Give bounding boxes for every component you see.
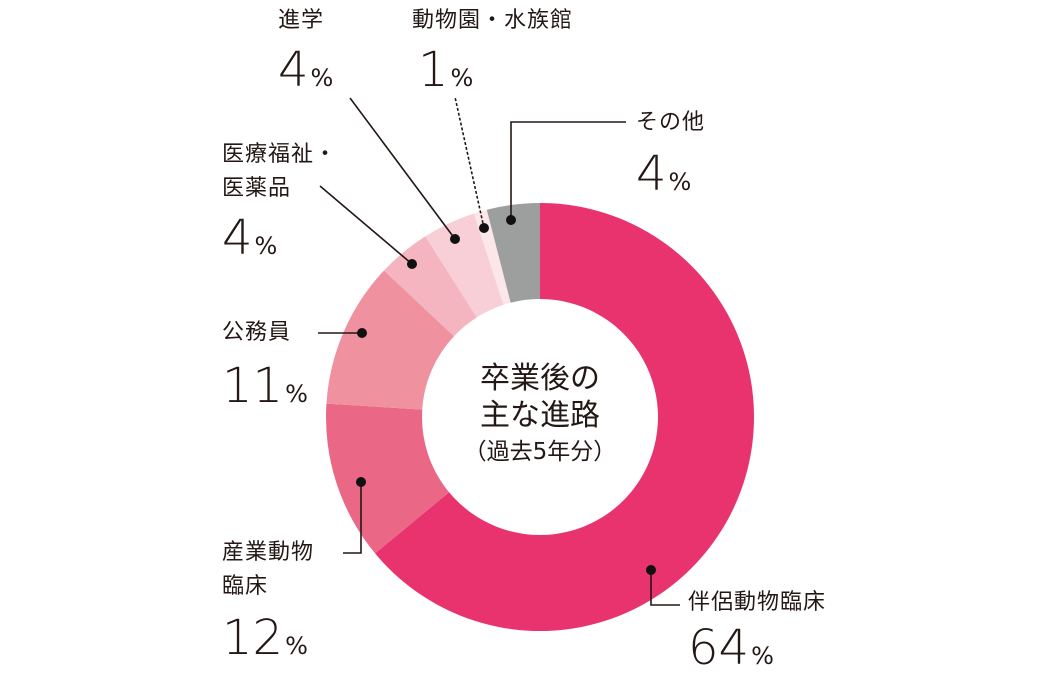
label-zoo-aquarium: 動物園・水族館 — [412, 8, 574, 33]
slice-3 — [384, 236, 477, 337]
pct-farm-animal: 12% — [222, 614, 308, 662]
leader-line-0 — [650, 570, 680, 606]
leader-line-1 — [343, 482, 362, 554]
slice-6 — [486, 203, 540, 303]
center-line-3: （過去5年分） — [463, 439, 617, 465]
pct-value: 4 — [222, 210, 253, 266]
pct-value: 12 — [222, 610, 284, 666]
pct-value: 4 — [636, 146, 667, 202]
label-companion-animal: 伴侶動物臨床 — [688, 590, 827, 615]
leader-line-5 — [454, 96, 485, 229]
pct-further-study: 4% — [278, 46, 333, 94]
leader-line-6 — [510, 121, 626, 220]
pct-unit: % — [285, 380, 308, 408]
pct-unit: % — [310, 64, 334, 92]
label-other: その他 — [636, 110, 706, 135]
center-title: 卒業後の 主な進路 （過去5年分） — [440, 360, 640, 471]
slice-5 — [473, 209, 511, 305]
slice-1 — [325, 403, 450, 554]
pct-other: 4% — [636, 150, 691, 198]
label-medical-2: 医薬品 — [222, 176, 292, 201]
pct-value: 4 — [278, 42, 309, 98]
label-medical-1: 医療福祉・ — [222, 142, 338, 167]
label-farm-animal-2: 臨床 — [222, 574, 269, 599]
pct-value: 1 — [418, 42, 449, 98]
leader-dot-5 — [479, 223, 489, 233]
label-farm-animal-1: 産業動物 — [222, 540, 315, 565]
pct-unit: % — [668, 168, 692, 196]
pct-value: 11 — [222, 358, 284, 414]
leader-dot-4 — [450, 234, 460, 244]
slice-4 — [425, 213, 504, 318]
pct-zoo-aquarium: 1% — [418, 46, 473, 94]
pct-civil-servant: 11% — [222, 362, 308, 410]
pct-unit: % — [254, 232, 278, 260]
pct-value: 64 — [688, 620, 750, 676]
label-civil-servant: 公務員 — [222, 320, 292, 345]
slice-0 — [375, 203, 754, 632]
pct-companion-animal: 64% — [688, 624, 774, 672]
pct-unit: % — [450, 64, 474, 92]
pct-medical: 4% — [222, 214, 277, 262]
pct-unit: % — [285, 632, 308, 660]
center-line-1: 卒業後の — [480, 361, 600, 396]
center-line-2: 主な進路 — [480, 398, 600, 433]
leader-dot-2 — [357, 328, 367, 338]
leader-dot-6 — [506, 215, 516, 225]
slice-2 — [326, 270, 454, 410]
label-further-study: 進学 — [278, 8, 325, 33]
leader-line-4 — [349, 97, 456, 240]
leader-line-3 — [319, 185, 413, 265]
pct-unit: % — [751, 642, 774, 670]
leader-dot-1 — [356, 477, 366, 487]
leader-dot-3 — [407, 259, 417, 269]
leader-dot-0 — [646, 565, 656, 575]
